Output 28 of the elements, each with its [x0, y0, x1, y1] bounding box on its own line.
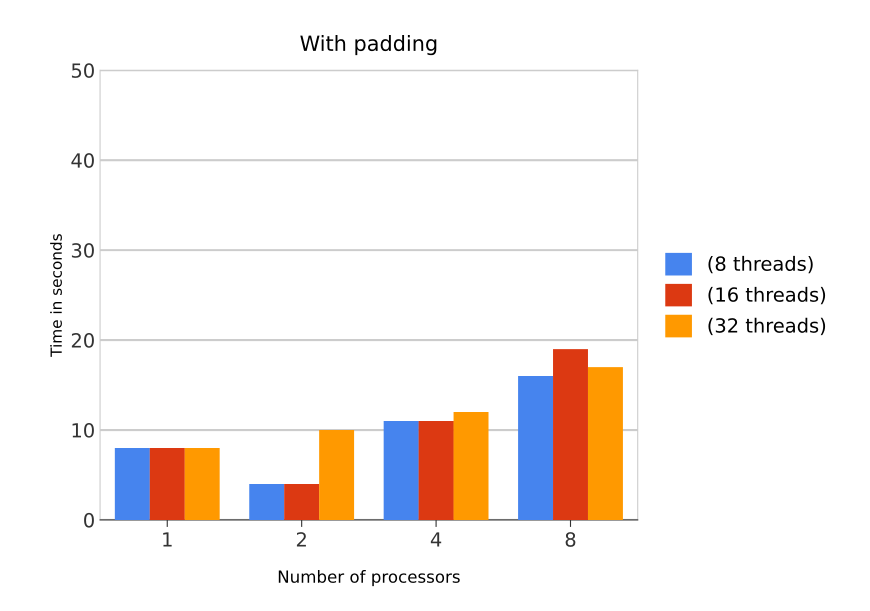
x-tick-label: 2	[296, 532, 306, 547]
bar	[319, 430, 354, 520]
y-tick-label: 30	[72, 243, 94, 258]
bar	[553, 349, 588, 520]
bar	[418, 421, 454, 520]
y-tick-label: 40	[71, 153, 94, 168]
bar	[518, 376, 554, 520]
x-axis-title: Number of processors	[278, 570, 460, 586]
bar	[454, 412, 489, 520]
y-tick-label: 0	[84, 512, 94, 528]
bar	[284, 484, 320, 520]
bar	[384, 421, 419, 520]
chart-title: With padding	[300, 34, 436, 56]
bar	[150, 448, 185, 520]
bar	[249, 484, 284, 520]
y-tick-label: 20	[72, 333, 94, 348]
bar	[184, 448, 220, 520]
legend-label: (32 threads)	[708, 318, 826, 336]
y-tick-label: 50	[72, 63, 94, 78]
bar	[114, 448, 150, 520]
y-tick-label: 10	[72, 422, 94, 438]
x-tick-label: 4	[430, 532, 442, 547]
y-axis-title: Time in seconds	[50, 234, 62, 357]
x-tick-label: 1	[163, 532, 172, 547]
legend-label: (16 threads)	[708, 286, 826, 304]
bar	[588, 367, 623, 520]
x-tick-label: 8	[566, 532, 576, 547]
legend-label: (8 threads)	[708, 256, 813, 274]
